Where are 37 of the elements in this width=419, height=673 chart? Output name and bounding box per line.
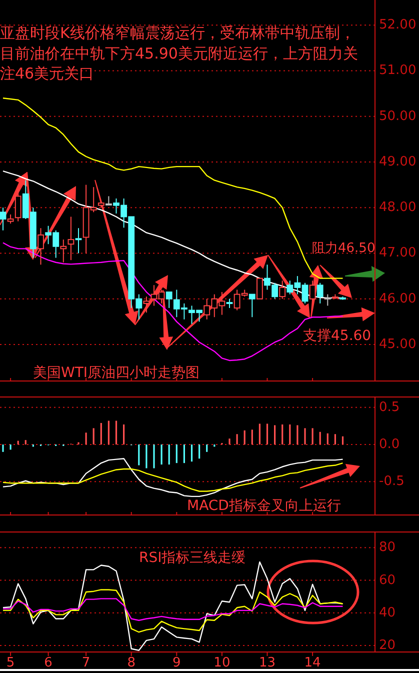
x-tick-label: 8 — [127, 656, 136, 670]
line-series — [2, 589, 344, 633]
y-tick-label: 0.0 — [379, 436, 400, 452]
candlestick — [68, 216, 74, 261]
y-tick-label: 47.00 — [379, 246, 416, 261]
y-tick-label: 50.00 — [379, 108, 416, 124]
y-tick-label: 40 — [379, 605, 396, 620]
x-tick-label: 9 — [172, 656, 181, 670]
y-tick-label: 45.00 — [379, 336, 416, 352]
x-tick-label: 13 — [258, 656, 276, 670]
candlestick — [75, 228, 82, 254]
candlestick — [60, 239, 67, 263]
x-tick-label: 5 — [6, 656, 15, 670]
y-tick-label: 46.00 — [379, 291, 416, 306]
x-tick-label: 14 — [304, 656, 321, 670]
y-tick-label: 51.00 — [379, 63, 416, 78]
annotation: 支撑45.60 — [303, 328, 372, 344]
annotation: RSI指标三线走缓 — [139, 550, 246, 566]
y-tick-label: 52.00 — [379, 18, 416, 33]
line-series — [2, 458, 344, 498]
x-tick-label: 10 — [214, 656, 230, 670]
y-tick-label: 60 — [379, 572, 396, 588]
line-series — [2, 462, 344, 492]
annotation: 亚盘时段K线价格窄幅震荡运行，受布林带中轨压制，目前油价在中轨下方45.90美元附近运行，上方阻力关注46美元关口 — [0, 24, 358, 82]
y-tick-label: 20 — [379, 638, 396, 653]
x-tick-label: 7 — [82, 656, 90, 670]
line-series — [2, 598, 344, 621]
y-tick-label: -0.5 — [379, 474, 404, 490]
y-tick-label: 49.00 — [379, 154, 416, 170]
candlestick — [38, 228, 44, 266]
y-tick-label: 48.00 — [379, 200, 416, 216]
x-tick-label: 6 — [44, 656, 52, 670]
annotation: 阻力46.50 — [312, 241, 376, 256]
annotation: MACD指标金叉向上运行 — [187, 498, 341, 514]
text: 美国WTI原油四小时走势图 — [33, 365, 200, 381]
y-tick-label: 0.5 — [379, 400, 400, 415]
y-tick-label: 80 — [379, 540, 396, 556]
